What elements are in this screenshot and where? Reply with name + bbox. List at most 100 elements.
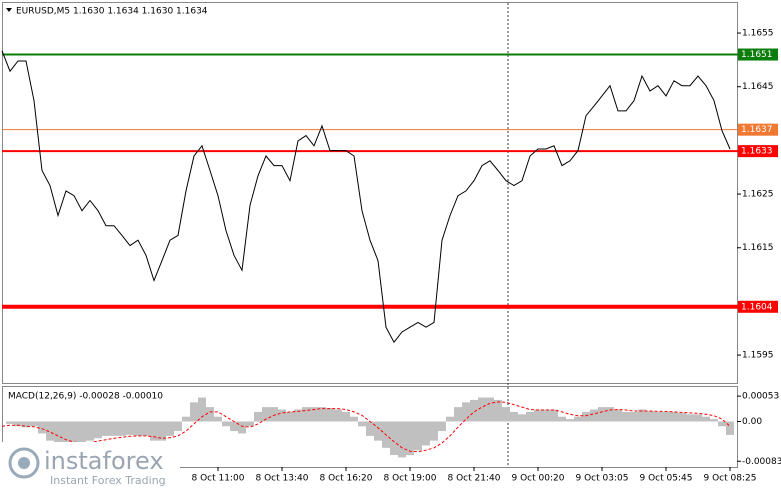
histogram-bar <box>550 409 558 422</box>
y-tick-label: 1.1615 <box>742 243 774 253</box>
histogram-bar <box>526 411 534 422</box>
histogram-bar <box>686 414 694 422</box>
histogram-bar <box>502 407 510 422</box>
histogram-bar <box>678 412 686 422</box>
histogram-bar <box>102 421 110 436</box>
price-panel <box>2 2 738 384</box>
price-title: EURUSD,M5 1.1630 1.1634 1.1630 1.1634 <box>16 7 208 17</box>
level-label: 1.1604 <box>741 302 773 312</box>
histogram-bar <box>414 421 422 451</box>
histogram-bar <box>62 421 70 448</box>
histogram-bar <box>158 421 166 441</box>
histogram-bar <box>278 409 286 422</box>
histogram-bar <box>110 421 118 436</box>
tagline: Instant Forex Trading <box>50 474 166 487</box>
menu-arrow <box>6 8 12 12</box>
histogram-bar <box>430 421 438 441</box>
histogram-bar <box>470 399 478 422</box>
x-tick-label: 8 Oct 21:40 <box>448 474 501 484</box>
histogram-bar <box>638 409 646 422</box>
histogram-bar <box>398 421 406 458</box>
histogram-bar <box>670 411 678 422</box>
level-label-bg <box>738 48 778 61</box>
level-label: 1.1637 <box>741 125 773 135</box>
level-label-bg <box>738 123 778 136</box>
histogram-bar <box>582 411 590 422</box>
macd-panel <box>2 386 738 468</box>
histogram-bar <box>662 411 670 422</box>
level-label: 1.1651 <box>741 50 773 60</box>
histogram-bar <box>494 399 502 422</box>
histogram-bar <box>606 407 614 422</box>
histogram-bar <box>590 409 598 422</box>
macd-title: MACD(12,26,9) -0.00028 -0.00010 <box>8 392 163 402</box>
histogram-bar <box>222 421 230 427</box>
histogram-bar <box>54 421 62 446</box>
x-tick-label: 8 Oct 11:00 <box>192 474 245 484</box>
histogram-bar <box>270 407 278 422</box>
level-label-bg <box>738 145 778 158</box>
histogram-bar <box>134 421 142 436</box>
level-label: 1.1633 <box>741 147 773 157</box>
logo-dot <box>18 457 30 469</box>
histogram-bar <box>206 407 214 422</box>
y-tick-label: 0.00 <box>742 417 762 427</box>
x-tick-label: 9 Oct 05:45 <box>640 474 693 484</box>
histogram-bar <box>486 397 494 422</box>
histogram-bar <box>198 397 206 422</box>
histogram-bar <box>78 421 86 444</box>
histogram-bar <box>510 411 518 422</box>
x-tick-label: 8 Oct 13:40 <box>256 474 309 484</box>
y-tick-label: 1.1595 <box>742 351 774 361</box>
histogram-bar <box>374 421 382 441</box>
histogram-bar <box>230 421 238 432</box>
y-tick-label: 1.1645 <box>742 82 774 92</box>
y-tick-label: 1.1655 <box>742 29 774 39</box>
signal-line <box>1 401 731 453</box>
histogram-bar <box>262 407 270 422</box>
histogram-bar <box>6 421 14 424</box>
histogram-bar <box>574 416 582 422</box>
logo <box>8 447 40 479</box>
histogram-bar <box>94 421 102 439</box>
histogram-bar <box>726 421 734 435</box>
histogram-bar <box>694 414 702 422</box>
y-tick-label: 0.00053 <box>742 392 779 402</box>
histogram-bar <box>350 416 358 422</box>
histogram-bar <box>150 421 158 441</box>
histogram-bar <box>30 421 38 427</box>
histogram-bar <box>654 411 662 422</box>
histogram-bar <box>614 409 622 422</box>
x-tick-label: 9 Oct 03:05 <box>576 474 629 484</box>
x-tick-label: 9 Oct 08:25 <box>704 474 757 484</box>
histogram-bar <box>446 416 454 422</box>
histogram-bar <box>646 410 654 422</box>
histogram-bar <box>454 407 462 422</box>
histogram-bar <box>174 421 182 432</box>
histogram-bar <box>702 416 710 422</box>
y-tick-label: 1.1625 <box>742 190 774 200</box>
histogram-bar <box>566 419 574 422</box>
histogram-bar <box>390 421 398 456</box>
histogram-bar <box>38 421 46 434</box>
histogram-bar <box>310 407 318 422</box>
level-label-bg <box>738 300 778 313</box>
histogram-bar <box>406 421 414 456</box>
histogram-bar <box>598 407 606 422</box>
histogram-bar <box>326 408 334 422</box>
histogram-bar <box>166 421 174 436</box>
histogram-bar <box>118 421 126 436</box>
histogram-bar <box>190 402 198 422</box>
histogram-bar <box>558 416 566 422</box>
histogram-bar <box>534 409 542 422</box>
histogram-bar <box>14 421 22 427</box>
histogram-bar <box>46 421 54 441</box>
x-tick-label: 8 Oct 16:20 <box>320 474 373 484</box>
x-tick-label: 9 Oct 00:20 <box>512 474 565 484</box>
histogram-bar <box>358 421 366 427</box>
histogram-bar <box>86 421 94 441</box>
brand: instaforex <box>44 447 164 475</box>
histogram-bar <box>302 407 310 422</box>
